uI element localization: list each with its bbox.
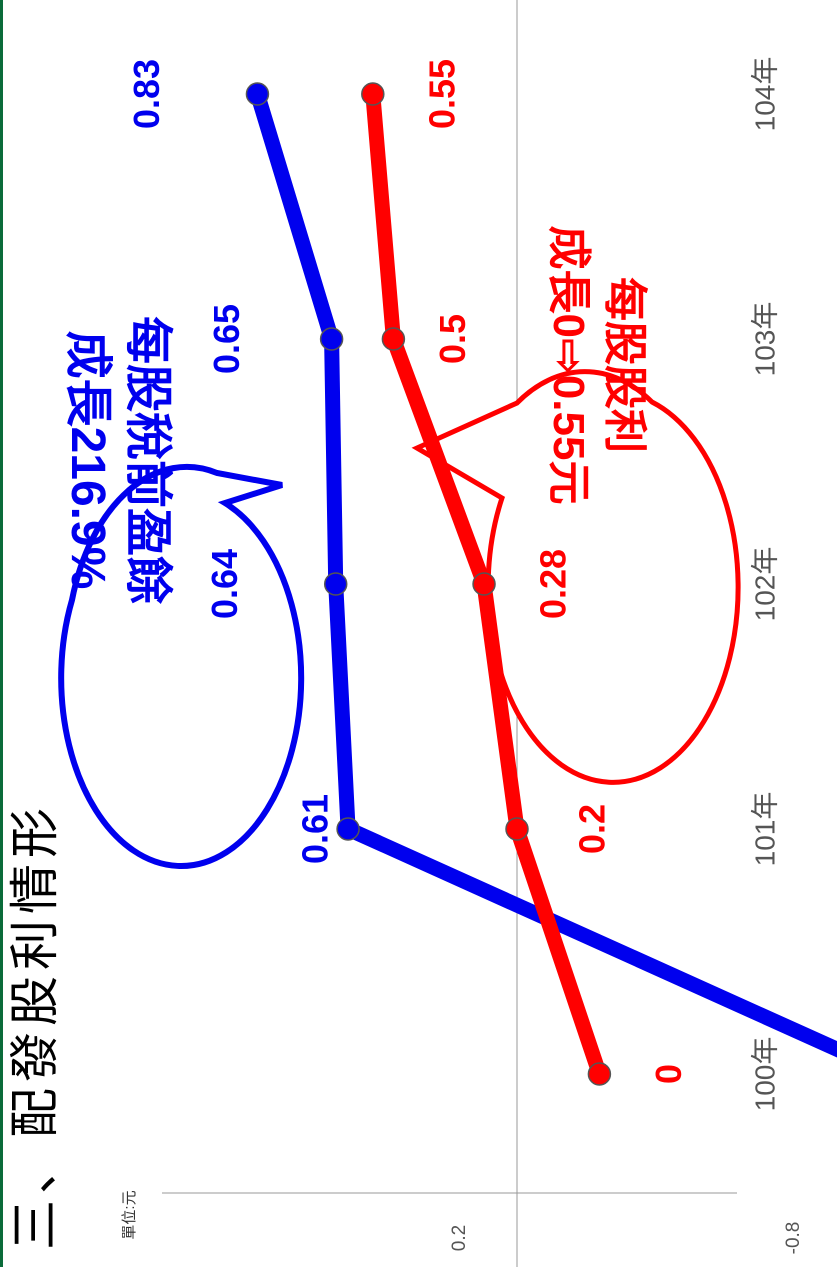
dividend-callout: 每股股利 成長0⇨0.55元 xyxy=(411,226,741,785)
eps-callout-line2: 成長216.9% xyxy=(61,331,114,590)
series-0-point-2 xyxy=(323,572,348,596)
series-1-point-1 xyxy=(505,817,529,841)
series-1-label-1: 0.2 xyxy=(572,804,613,854)
series-0-point-4 xyxy=(245,82,270,106)
eps-callout-line1: 每股稅前盈餘 xyxy=(121,316,174,605)
tick-layer: 100年 101年 102年 103年 104年 -0.8 0.2 xyxy=(449,57,804,1255)
x-tick-label-3: 103年 xyxy=(749,302,780,377)
dividend-callout-line1: 每股股利 xyxy=(600,277,649,453)
series-1-label-3: 0.5 xyxy=(432,314,473,364)
series-0-point-3 xyxy=(319,327,344,351)
dividend-callout-line2: 成長0⇨0.55元 xyxy=(544,226,593,505)
series-1-label-2: 0.28 xyxy=(533,549,574,619)
series-0-label-2: 0.64 xyxy=(204,549,245,619)
series-1-label-0: 0 xyxy=(648,1064,689,1084)
left-border xyxy=(0,0,3,1267)
series-0-label-3: 0.65 xyxy=(206,304,247,374)
x-tick-label-4: 104年 xyxy=(749,57,780,132)
dividend-callout-bubble xyxy=(411,369,741,785)
series-1-point-2 xyxy=(472,572,496,596)
series-1-point-4 xyxy=(361,82,385,106)
series-1-point-3 xyxy=(381,327,406,351)
series-0-point-1 xyxy=(336,817,360,841)
y-tick-label-1: 0.2 xyxy=(449,1225,470,1251)
eps-callout: 每股稅前盈餘 成長216.9% xyxy=(58,316,305,870)
series-0-label-1: 0.61 xyxy=(295,794,336,864)
x-tick-label-1: 101年 xyxy=(749,792,780,867)
series-1-point-0 xyxy=(587,1062,612,1086)
eps-callout-bubble xyxy=(58,463,305,870)
series-1-label-4: 0.55 xyxy=(421,59,462,129)
series-0-label-4: 0.83 xyxy=(126,59,167,129)
page-title: 三、配發股利情形 xyxy=(7,802,63,1250)
x-tick-label-0: 100年 xyxy=(749,1037,780,1112)
x-tick-label-2: 102年 xyxy=(749,547,780,622)
y-tick-label-0: -0.8 xyxy=(783,1222,804,1255)
unit-label: 單位:元 xyxy=(121,1190,138,1239)
